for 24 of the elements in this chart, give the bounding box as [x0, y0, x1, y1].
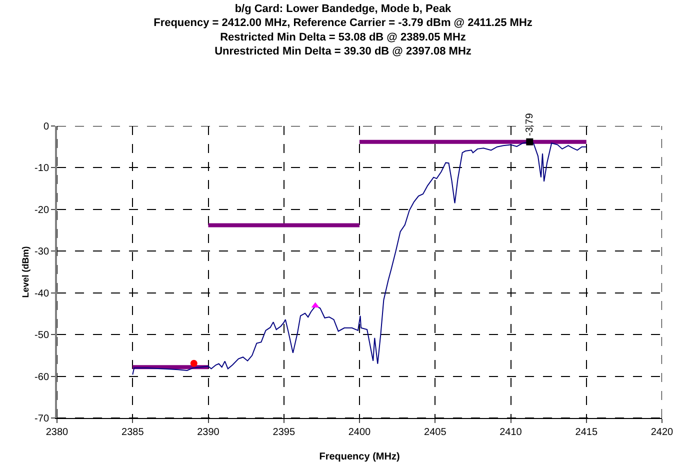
x-tick-label: 2390 — [197, 427, 220, 438]
x-tick-label: 2380 — [46, 427, 69, 438]
x-axis-title: Frequency (MHz) — [319, 452, 400, 462]
x-tick-label: 2400 — [348, 427, 372, 438]
y-tick-label: -40 — [34, 288, 50, 300]
chart-title: b/g Card: Lower Bandedge, Mode b, Peak Frequency = 2412.00 MHz, Reference Carrier = -3.79 dBm @ 2411.25 MHz Restricted Min Delta = 53.08 dB @ 2389.05 MHz Unrestricted Min Delta = 39.30 dB @ 2397.08 MHz — [154, 2, 533, 58]
y-tick-label: -20 — [34, 204, 50, 216]
x-tick-label: 2395 — [272, 427, 296, 438]
x-tick-label: 2410 — [500, 427, 522, 438]
y-tick-label: -70 — [34, 414, 50, 424]
x-tick-label: 2420 — [650, 427, 674, 438]
y-tick-label: -50 — [34, 330, 50, 342]
annotation: -3.79 — [524, 112, 536, 136]
point — [526, 138, 534, 146]
y-tick-label: -60 — [34, 372, 50, 383]
point — [311, 302, 320, 308]
y-axis-title: Level (dBm) — [20, 246, 30, 298]
x-tick-label: 2415 — [575, 427, 598, 438]
y-tick-label: -30 — [34, 246, 50, 258]
x-tick-label: 2385 — [122, 427, 144, 438]
y-tick-label: 0 — [43, 122, 50, 132]
x-tick-label: 2405 — [424, 427, 447, 438]
y-tick-label: -10 — [34, 163, 50, 174]
point — [190, 360, 198, 367]
